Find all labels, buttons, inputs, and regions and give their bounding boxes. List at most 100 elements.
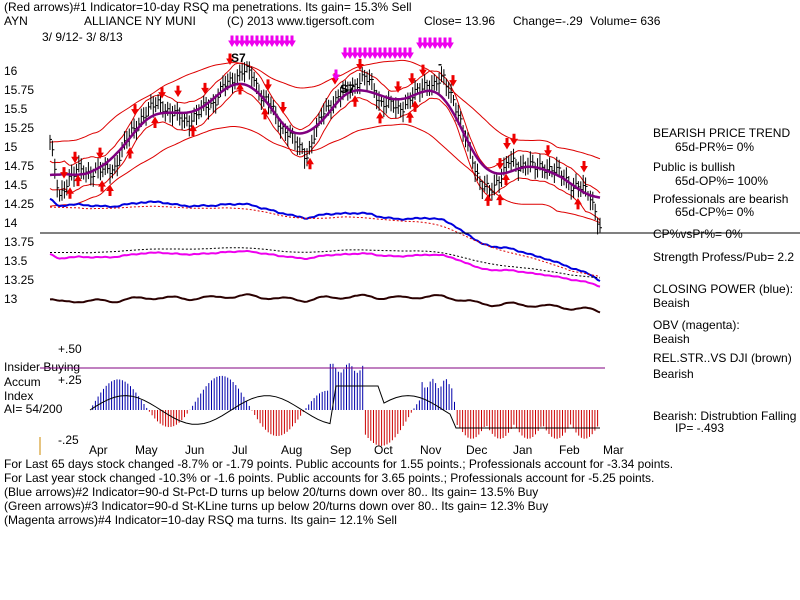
- dash-mark: -: [438, 57, 442, 71]
- bands-layer: [49, 59, 601, 224]
- red-up-arrow: [351, 95, 359, 107]
- red-down-arrow: [96, 147, 104, 160]
- x-tick-label: Jul: [232, 443, 247, 457]
- y-tick-label: 14: [4, 216, 18, 230]
- red-down-arrow: [408, 73, 416, 85]
- magenta-down-arrow: [288, 35, 296, 47]
- red-down-arrow: [419, 64, 427, 77]
- x-tick-label: Sep: [330, 443, 352, 457]
- upper-band-line: [49, 59, 601, 160]
- red-up-arrow: [502, 173, 510, 185]
- red-up-arrow: [106, 184, 114, 197]
- pr-value: 65d-PR%= 0%: [675, 140, 754, 154]
- red-down-arrow: [544, 145, 552, 157]
- red-up-arrow: [496, 193, 504, 206]
- red-down-arrow: [279, 102, 287, 114]
- header-line1: (Red arrows)#1 Indicator=10-day RSQ ma p…: [4, 0, 412, 14]
- indicator-lines-layer: [49, 82, 601, 314]
- index-label: Index: [4, 389, 33, 403]
- closing-power-label: CLOSING POWER (blue):: [653, 282, 793, 296]
- cpvspr-value: CP%vsPr%= 0%: [653, 227, 743, 241]
- insider-buying-label: Insider Buying: [4, 360, 80, 374]
- red-down-arrow: [264, 79, 272, 91]
- trend-title: BEARISH PRICE TREND: [653, 126, 790, 140]
- y-tick-label: 14.75: [4, 159, 34, 173]
- accum-ref-top: +.50: [58, 342, 82, 356]
- stock-name: ALLIANCE NY MUNI: [84, 14, 196, 28]
- strength-value: Strength Profess/Pub= 2.2: [653, 250, 794, 264]
- x-axis-labels: Apr May Jun Jul Aug Sep Oct Nov Dec Jan Feb Mar: [89, 443, 624, 457]
- magenta-down-arrow: [406, 47, 414, 59]
- accum-ref-neg: -.25: [58, 433, 79, 447]
- obv-value: Beaish: [653, 332, 690, 346]
- red-down-arrow: [71, 151, 79, 164]
- relstr-value: Bearish: [653, 367, 694, 381]
- ai-value: AI= 54/200: [4, 402, 63, 416]
- red-down-arrow: [496, 158, 504, 170]
- red-up-arrow: [406, 111, 414, 123]
- inner-lower-band-line: [49, 89, 601, 221]
- y-tick-label: 13.75: [4, 235, 34, 249]
- red-down-arrow: [201, 82, 209, 95]
- red-up-arrow: [151, 116, 159, 129]
- price-bars-layer: [49, 61, 602, 235]
- red-up-arrow: [66, 187, 74, 199]
- obv-line: [49, 249, 601, 288]
- obv-label: OBV (magenta):: [653, 318, 740, 332]
- red-up-arrow: [74, 174, 82, 187]
- signal-arrows-layer: [60, 35, 588, 210]
- footer-line3: (Blue arrows)#2 Indicator=90-d St-Pct-D …: [4, 485, 538, 499]
- accum-ma-line: [89, 385, 600, 429]
- x-tick-label: Jun: [185, 443, 204, 457]
- red-down-arrow: [394, 81, 402, 93]
- y-axis-labels: 16 15.75 15.5 15.25 15 14.75 14.5 14.25 14 13.75 1…: [4, 64, 34, 306]
- prof-status: Professionals are bearish: [653, 192, 788, 206]
- x-tick-label: Aug: [281, 443, 302, 457]
- red-down-arrow: [60, 167, 68, 179]
- accum-status: Bearish: Distrubtion Falling: [653, 409, 796, 423]
- moving-average-line: [49, 82, 601, 199]
- y-tick-label: 14.5: [4, 178, 28, 192]
- close-value: Close= 13.96: [424, 14, 495, 28]
- x-tick-label: Apr: [89, 443, 108, 457]
- red-up-arrow: [236, 83, 244, 95]
- red-down-arrow: [131, 104, 139, 116]
- red-up-arrow: [574, 197, 582, 210]
- magenta-down-arrow: [332, 69, 340, 81]
- magenta-down-arrow: [446, 37, 454, 49]
- public-status: Public is bullish: [653, 160, 735, 174]
- y-tick-label: 15: [4, 140, 18, 154]
- closing-power-line: [49, 197, 601, 282]
- obv-ma-line: [50, 247, 601, 279]
- y-tick-label: 15.75: [4, 83, 34, 97]
- red-up-arrow: [484, 194, 492, 206]
- red-down-arrow: [503, 137, 511, 150]
- relstr-line: [49, 293, 601, 314]
- x-tick-label: Oct: [374, 443, 393, 457]
- cp-value: 65d-CP%= 0%: [675, 205, 754, 219]
- date-range: 3/ 9/12- 3/ 8/13: [42, 30, 123, 44]
- symbol: AYN: [4, 14, 28, 28]
- closing-power-ma-line: [50, 205, 601, 277]
- accum-ref-mid: +.25: [58, 373, 82, 387]
- footer-line4: (Green arrows)#3 Indicator=90-d St-KLine…: [4, 499, 548, 513]
- y-tick-label: 14.25: [4, 197, 34, 211]
- y-tick-label: 13: [4, 292, 18, 306]
- accum-label: Accum: [4, 375, 41, 389]
- x-tick-label: Mar: [603, 443, 624, 457]
- x-tick-label: Jan: [513, 443, 532, 457]
- y-tick-label: 15.5: [4, 102, 28, 116]
- red-up-arrow: [411, 100, 419, 112]
- red-down-arrow: [226, 53, 234, 65]
- red-down-arrow: [449, 75, 457, 87]
- change-value: Change=-.29: [513, 14, 583, 28]
- red-up-arrow: [98, 180, 106, 192]
- footer-line5: (Magenta arrows)#4 Indicator=10-day RSQ …: [4, 513, 397, 527]
- closing-power-value: Beaish: [653, 296, 690, 310]
- y-tick-label: 16: [4, 64, 18, 78]
- red-down-arrow: [580, 161, 588, 173]
- x-tick-label: May: [135, 443, 158, 457]
- copyright: (C) 2013 www.tigersoft.com: [227, 14, 374, 28]
- y-tick-label: 15.25: [4, 121, 34, 135]
